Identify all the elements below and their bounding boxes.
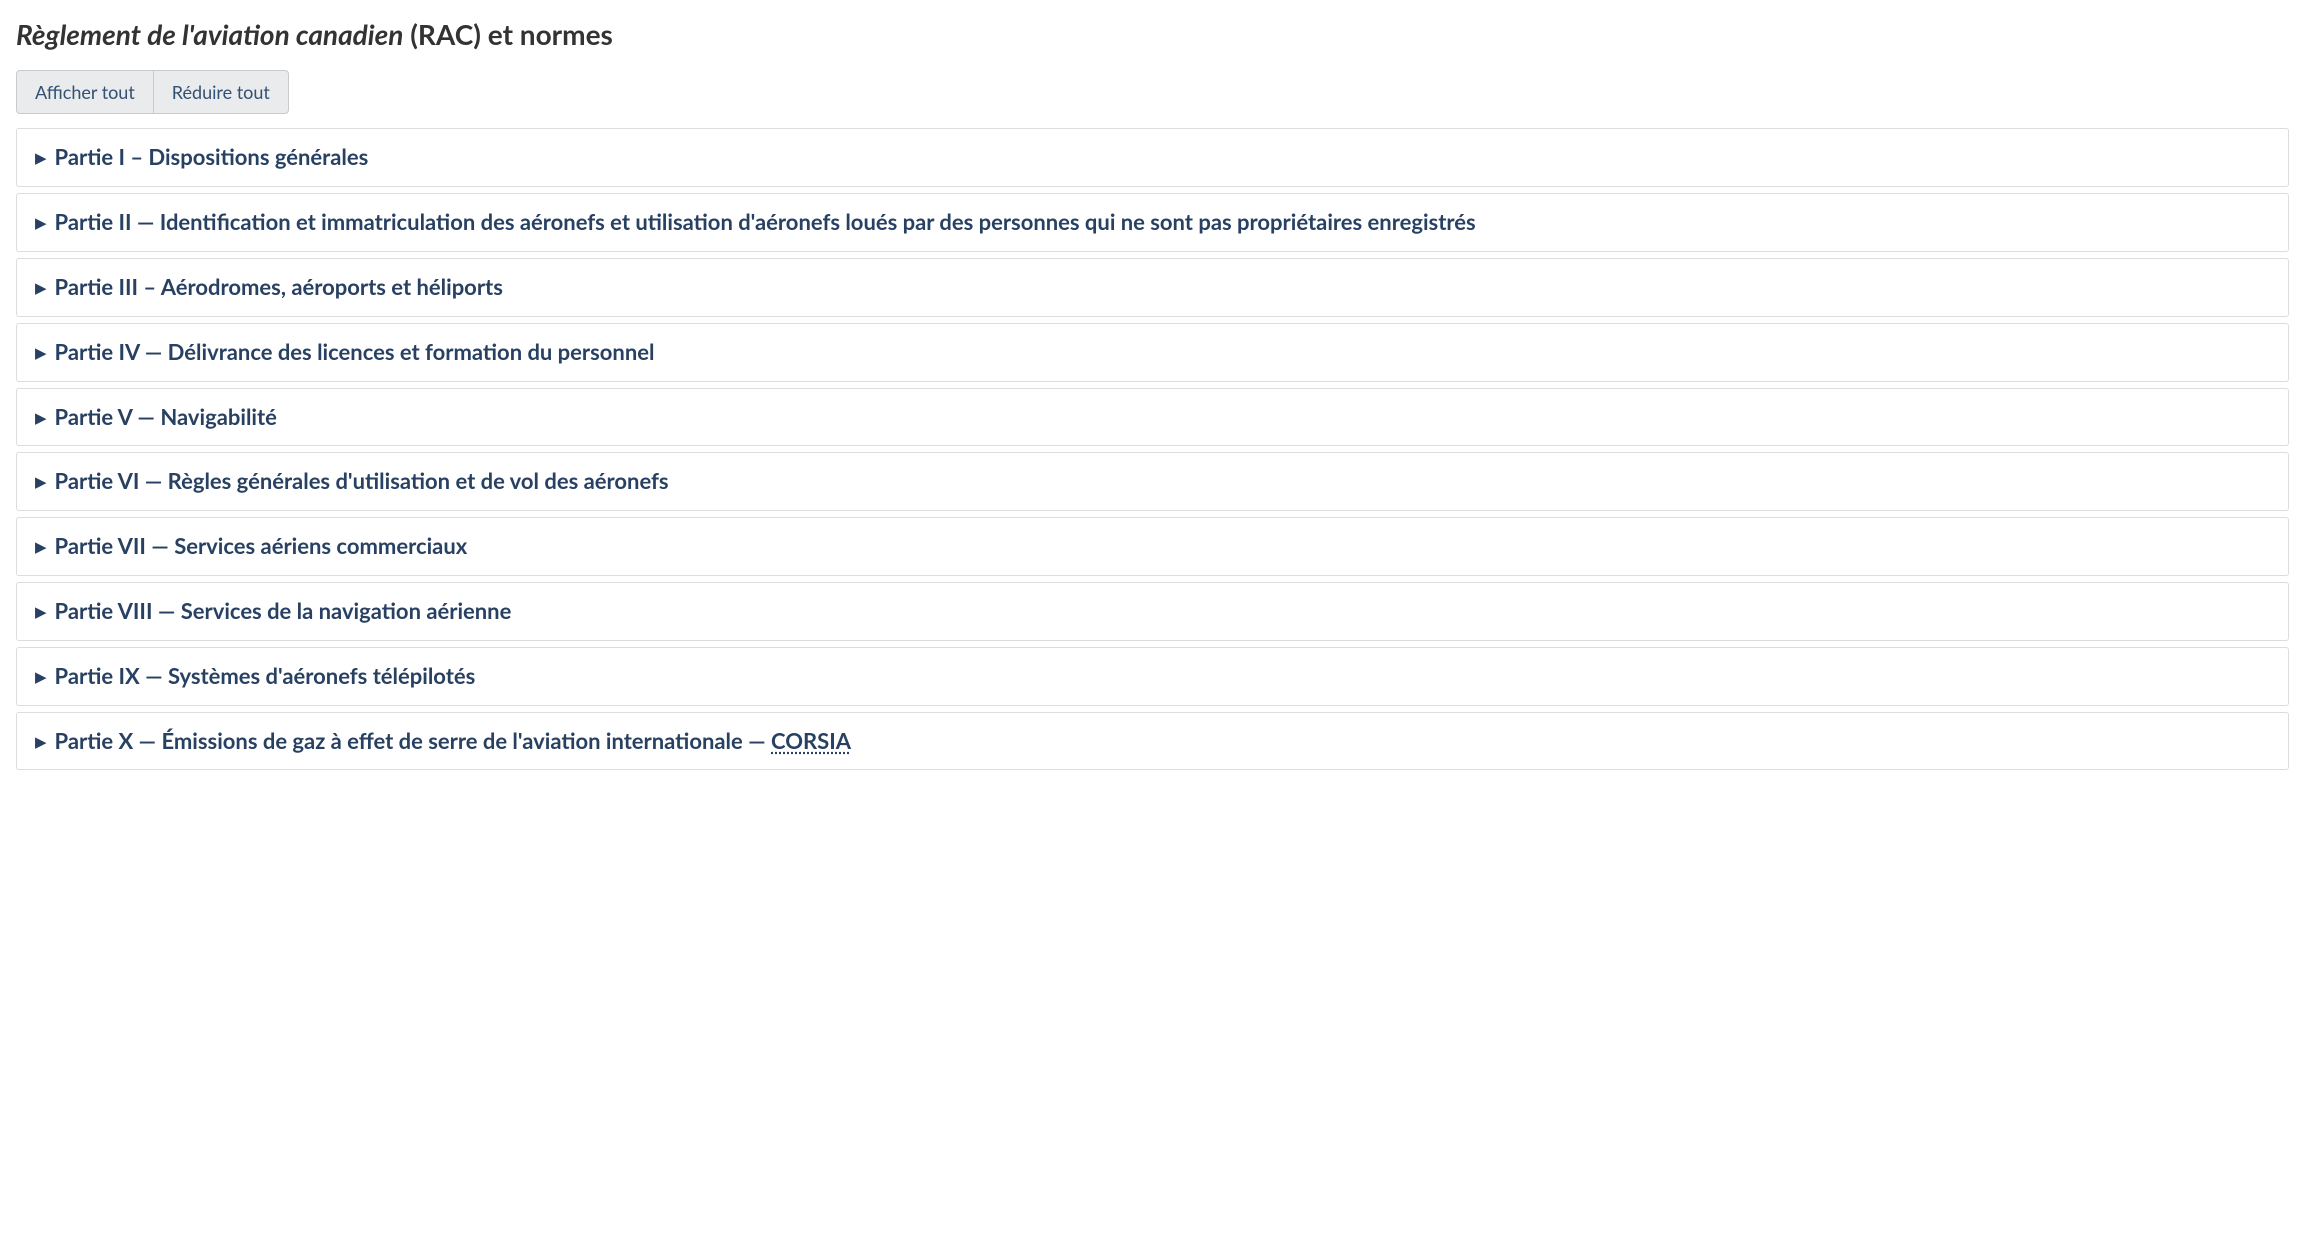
accordion-item-label: Partie I – Dispositions générales: [55, 142, 369, 173]
accordion-item[interactable]: ▶ Partie I – Dispositions générales: [16, 128, 2289, 187]
button-group: Afficher tout Réduire tout: [16, 70, 2289, 114]
accordion-item[interactable]: ▶ Partie VIII — Services de la navigation…: [16, 582, 2289, 641]
accordion-item[interactable]: ▶ Partie X — Émissions de gaz à effet de …: [16, 712, 2289, 771]
triangle-right-icon: ▶: [35, 730, 47, 754]
page-title-rest: (RAC) et normes: [403, 17, 612, 51]
accordion-item[interactable]: ▶ Partie II — Identification et immatricu…: [16, 193, 2289, 252]
accordion-item-label-text: Partie V — Navigabilité: [55, 403, 277, 430]
triangle-right-icon: ▶: [35, 470, 47, 494]
accordion-item[interactable]: ▶ Partie IX — Systèmes d'aéronefs télépil…: [16, 647, 2289, 706]
accordion-item[interactable]: ▶ Partie VI — Règles générales d'utilisat…: [16, 452, 2289, 511]
accordion-item-label-text: Partie VIII — Services de la navigation …: [55, 597, 512, 624]
accordion-item-label: Partie V — Navigabilité: [55, 402, 277, 433]
triangle-right-icon: ▶: [35, 341, 47, 365]
accordion-item-label-acronym: CORSIA: [771, 727, 851, 754]
accordion-item-label-text: Partie X — Émissions de gaz à effet de s…: [55, 727, 771, 754]
accordion-list: ▶ Partie I – Dispositions générales ▶ Parti…: [16, 128, 2289, 770]
accordion-item-label: Partie III – Aérodromes, aéroports et hé…: [55, 272, 503, 303]
accordion-item-label: Partie IX — Systèmes d'aéronefs télépilo…: [55, 661, 476, 692]
accordion-item[interactable]: ▶ Partie V — Navigabilité: [16, 388, 2289, 447]
accordion-item[interactable]: ▶ Partie VII — Services aériens commercia…: [16, 517, 2289, 576]
accordion-item-label-text: Partie II — Identification et immatricul…: [55, 208, 1476, 235]
accordion-item-label-text: Partie VI — Règles générales d'utilisati…: [55, 467, 669, 494]
triangle-right-icon: ▶: [35, 665, 47, 689]
accordion-item[interactable]: ▶ Partie IV — Délivrance des licences et …: [16, 323, 2289, 382]
accordion-item-label: Partie VIII — Services de la navigation …: [55, 596, 512, 627]
accordion-item-label: Partie II — Identification et immatricul…: [55, 207, 1476, 238]
accordion-item-label-text: Partie VII — Services aériens commerciau…: [55, 532, 468, 559]
collapse-all-button[interactable]: Réduire tout: [154, 70, 289, 114]
triangle-right-icon: ▶: [35, 600, 47, 624]
page-title-italic: Règlement de l'aviation canadien: [16, 17, 403, 51]
triangle-right-icon: ▶: [35, 146, 47, 170]
expand-all-button[interactable]: Afficher tout: [16, 70, 154, 114]
triangle-right-icon: ▶: [35, 406, 47, 430]
accordion-item-label: Partie VII — Services aériens commerciau…: [55, 531, 468, 562]
page-title: Règlement de l'aviation canadien (RAC) e…: [16, 16, 2289, 52]
accordion-item[interactable]: ▶ Partie III – Aérodromes, aéroports et h…: [16, 258, 2289, 317]
triangle-right-icon: ▶: [35, 276, 47, 300]
accordion-item-label-text: Partie I – Dispositions générales: [55, 143, 369, 170]
accordion-item-label-text: Partie III – Aérodromes, aéroports et hé…: [55, 273, 503, 300]
accordion-item-label-text: Partie IX — Systèmes d'aéronefs télépilo…: [55, 662, 476, 689]
triangle-right-icon: ▶: [35, 535, 47, 559]
accordion-item-label-text: Partie IV — Délivrance des licences et f…: [55, 338, 655, 365]
accordion-item-label: Partie IV — Délivrance des licences et f…: [55, 337, 655, 368]
accordion-item-label: Partie VI — Règles générales d'utilisati…: [55, 466, 669, 497]
accordion-item-label: Partie X — Émissions de gaz à effet de s…: [55, 726, 851, 757]
triangle-right-icon: ▶: [35, 211, 47, 235]
